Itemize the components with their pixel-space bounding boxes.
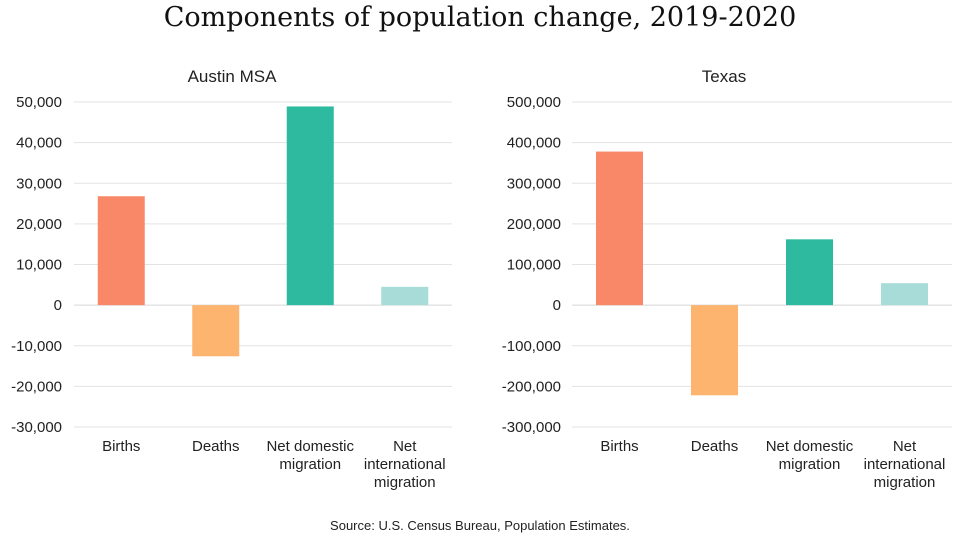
y-tick-label: -30,000 (11, 419, 62, 436)
bar-deaths (192, 305, 240, 357)
y-tick-label: -300,000 (502, 419, 561, 436)
bar-net-international-migration (881, 283, 928, 306)
bar-births (596, 151, 643, 306)
y-tick-label: -100,000 (502, 338, 561, 355)
x-category-label: Net international migration (364, 438, 446, 491)
y-tick-label: 40,000 (16, 135, 62, 152)
chart-title: Austin MSA (188, 67, 277, 86)
bar-net-international-migration (381, 286, 429, 306)
y-tick-label: 20,000 (16, 216, 62, 233)
bar-net-domestic-migration (286, 106, 334, 306)
x-category-label: Net domestic migration (766, 438, 854, 473)
y-tick-label: -20,000 (11, 378, 62, 395)
figure-title: Components of population change, 2019-20… (163, 2, 797, 33)
chart-2: Texas 500,000 400,000 300,000 200,000 100,000… (502, 67, 952, 491)
bar-net-domestic-migration (786, 239, 833, 306)
x-category-label: Net international migration (864, 438, 946, 491)
y-tick-label: 300,000 (507, 175, 561, 192)
y-tick-label: 50,000 (16, 94, 62, 111)
chart-1: Austin MSA 50,000 40,000 30,000 20,000 10,000… (11, 67, 452, 491)
x-category-label: Net domestic migration (266, 438, 354, 473)
y-tick-label: 0 (553, 297, 561, 314)
y-tick-label: 200,000 (507, 216, 561, 233)
y-tick-label: 400,000 (507, 135, 561, 152)
x-category-label: Births (600, 438, 638, 455)
y-tick-label: 30,000 (16, 175, 62, 192)
x-category-label: Deaths (192, 438, 240, 455)
x-category-label: Deaths (691, 438, 739, 455)
y-tick-label: 500,000 (507, 94, 561, 111)
y-tick-label: -10,000 (11, 338, 62, 355)
bar-births (97, 196, 145, 306)
y-tick-label: 0 (54, 297, 62, 314)
bar-deaths (691, 305, 738, 396)
x-category-label: Births (102, 438, 140, 455)
y-tick-label: 100,000 (507, 257, 561, 274)
y-tick-label: 10,000 (16, 257, 62, 274)
chart-title: Texas (702, 67, 746, 86)
source-note: Source: U.S. Census Bureau, Population E… (330, 518, 630, 533)
y-tick-label: -200,000 (502, 378, 561, 395)
